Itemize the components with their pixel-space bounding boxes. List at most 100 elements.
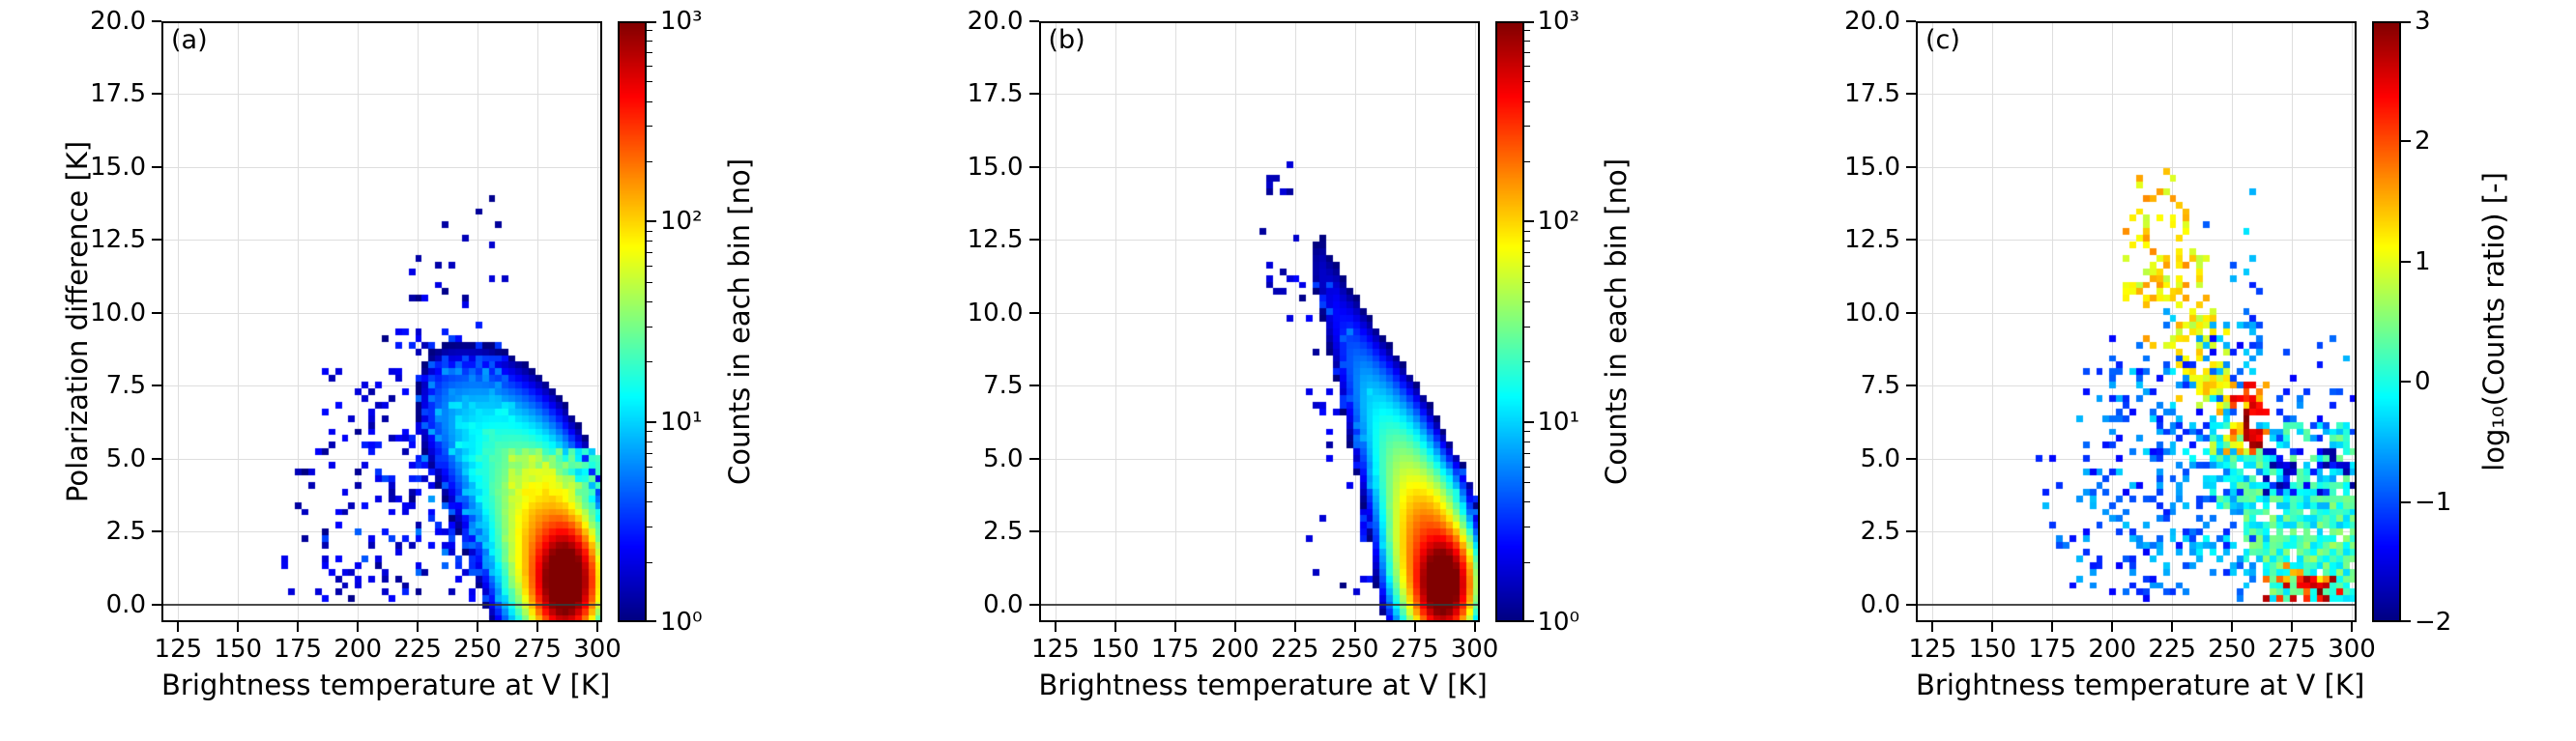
- heatmap-canvas-a: [161, 21, 602, 622]
- colorbar-a: 10⁰ 10¹ 10² 10³: [618, 7, 703, 637]
- colorbar-minor-tick: [647, 561, 652, 563]
- y-tick-label: 10.0: [90, 298, 146, 328]
- colorbar-minor-tick: [1523, 241, 1530, 242]
- colorbar-tick-label: 10³: [660, 7, 703, 36]
- colorbar-minor-tick: [647, 361, 652, 363]
- x-tick-label: 225: [2148, 635, 2196, 664]
- x-tick-label: 275: [513, 635, 562, 664]
- y-axis-ticks: 0.0 2.5 5.0 7.5 10.0 12.5 15.0 17.5 20.0: [933, 7, 1039, 622]
- colorbar-ticks: 10⁰ 10¹ 10² 10³: [618, 7, 703, 637]
- y-tick-label: 12.5: [1844, 225, 1900, 255]
- colorbar-minor-tick: [647, 252, 652, 254]
- colorbar-tick-label: −1: [2415, 487, 2452, 517]
- colorbar-tick-mark: [2401, 260, 2411, 263]
- colorbar-minor-tick: [1523, 452, 1530, 454]
- colorbar-minor-tick: [647, 281, 652, 283]
- x-tick-mark: [1173, 622, 1176, 632]
- colorbar-minor-tick: [647, 160, 652, 162]
- colorbar-label-zone: Counts in each bin [no]: [720, 21, 759, 622]
- x-tick-label: 175: [2028, 635, 2077, 664]
- colorbar-minor-tick: [1523, 81, 1530, 83]
- colorbar-tick-label: 10⁰: [1537, 608, 1580, 637]
- x-axis-label: Brightness temperature at V [K]: [1038, 669, 1488, 701]
- y-tick-mark: [1906, 530, 1916, 533]
- colorbar-minor-tick: [1523, 266, 1530, 268]
- x-tick-mark: [357, 622, 360, 632]
- colorbar-tick-label: −2: [2415, 608, 2452, 637]
- y-tick-label: 12.5: [90, 225, 146, 255]
- colorbar-tick-label: 2: [2415, 127, 2431, 157]
- y-tick-label: 17.5: [1844, 79, 1900, 109]
- x-tick-label: 300: [1450, 635, 1499, 664]
- y-tick-mark: [152, 239, 161, 242]
- x-tick-mark: [297, 622, 300, 632]
- y-tick-label: 2.5: [1860, 517, 1900, 547]
- x-tick-mark: [417, 622, 420, 632]
- colorbar-minor-tick: [1523, 30, 1530, 32]
- colorbar-tick-mark: [647, 220, 656, 223]
- panel-b: (b) 0.0 2.5 5.0 7.5 10.0 12.5 15.0 17.5 20.0 125…: [968, 0, 1646, 741]
- colorbar-gradient: [618, 21, 647, 622]
- y-tick-mark: [152, 165, 161, 168]
- colorbar-minor-tick: [647, 300, 652, 302]
- y-tick-mark: [1028, 311, 1039, 314]
- x-tick-label: 250: [453, 635, 502, 664]
- colorbar-minor-tick: [647, 100, 652, 102]
- x-tick-mark: [1114, 622, 1116, 632]
- plot-area-a: (a): [161, 21, 602, 622]
- colorbar-tick-mark: [2401, 140, 2411, 143]
- panel-tag-a: (a): [171, 25, 208, 55]
- x-tick-mark: [477, 622, 479, 632]
- x-tick-mark: [2231, 622, 2234, 632]
- colorbar-tick-label: 10³: [1537, 7, 1580, 36]
- heatmap-canvas-c: [1916, 21, 2357, 622]
- y-tick-mark: [152, 457, 161, 460]
- zero-line: [1038, 603, 1480, 606]
- y-tick-mark: [152, 20, 161, 22]
- colorbar-minor-tick: [1523, 466, 1530, 468]
- y-tick-mark: [1906, 165, 1916, 168]
- heatmap-canvas-b: [1038, 21, 1480, 622]
- y-tick-label: 20.0: [967, 7, 1024, 36]
- colorbar-minor-tick: [647, 65, 652, 67]
- colorbar-c: −2 −1 0 1 2 3: [2372, 7, 2451, 637]
- colorbar-tick-mark: [1523, 21, 1534, 23]
- colorbar-tick-mark: [1523, 220, 1534, 223]
- x-tick-mark: [2351, 622, 2354, 632]
- y-tick-label: 12.5: [967, 225, 1024, 255]
- y-tick-label: 5.0: [105, 443, 146, 473]
- x-tick-mark: [1233, 622, 1236, 632]
- colorbar-minor-tick: [1523, 561, 1530, 563]
- y-tick-label: 5.0: [983, 443, 1024, 473]
- colorbar-tick-label: 10²: [660, 207, 703, 237]
- y-tick-mark: [1028, 385, 1039, 387]
- x-axis-label: Brightness temperature at V [K]: [161, 669, 611, 701]
- colorbar-tick-label: 10¹: [1537, 407, 1580, 437]
- y-tick-mark: [152, 311, 161, 314]
- y-tick-label: 15.0: [1844, 152, 1900, 182]
- colorbar-tick-mark: [647, 620, 656, 622]
- y-tick-label: 20.0: [1844, 7, 1900, 36]
- y-tick-mark: [1028, 239, 1039, 242]
- y-tick-mark: [152, 385, 161, 387]
- colorbar-minor-tick: [647, 241, 652, 242]
- x-tick-mark: [1473, 622, 1476, 632]
- plot-zone-c: (c) 0.0 2.5 5.0 7.5 10.0 12.5 15.0 17.5 20.0 125…: [1844, 7, 2510, 701]
- x-tick-mark: [596, 622, 599, 632]
- x-tick-label: 275: [2268, 635, 2316, 664]
- y-tick-label: 0.0: [983, 589, 1024, 619]
- x-tick-mark: [2051, 622, 2054, 632]
- y-tick-label: 15.0: [90, 152, 146, 182]
- colorbar-minor-tick: [1523, 501, 1530, 503]
- plot-zone-b: (b) 0.0 2.5 5.0 7.5 10.0 12.5 15.0 17.5 20.0 125…: [968, 7, 1634, 701]
- colorbar-minor-tick: [1523, 65, 1530, 67]
- y-tick-mark: [1906, 603, 1916, 606]
- colorbar-tick-mark: [1523, 620, 1534, 622]
- colorbar-gradient: [2372, 21, 2401, 622]
- y-tick-label: 0.0: [105, 589, 146, 619]
- y-axis-ticks: 0.0 2.5 5.0 7.5 10.0 12.5 15.0 17.5 20.0: [1809, 7, 1916, 622]
- colorbar-tick-mark: [2401, 21, 2411, 23]
- colorbar-tick-label: 0: [2415, 367, 2431, 397]
- x-tick-label: 175: [1150, 635, 1200, 664]
- colorbar-minor-tick: [1523, 326, 1530, 328]
